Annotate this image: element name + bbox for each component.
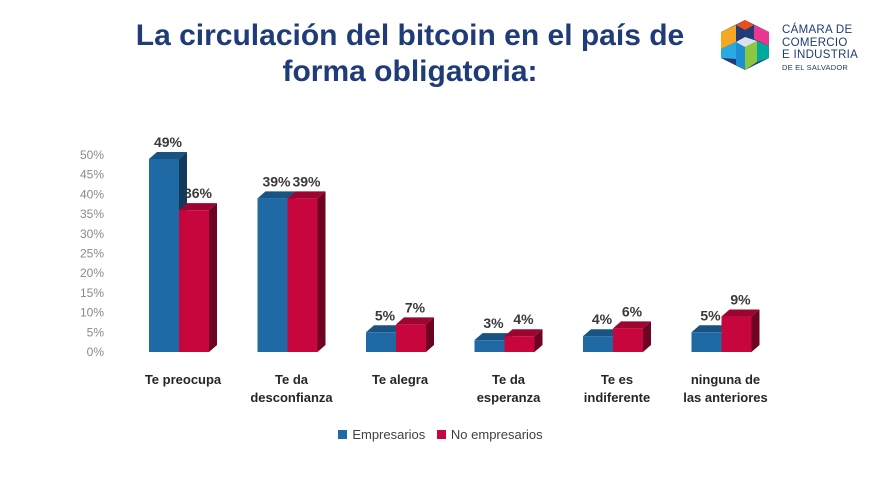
logo-text-line-4: DE EL SALVADOR bbox=[782, 62, 849, 72]
data-label-empresarios-te-da-esperanza: 3% bbox=[483, 315, 504, 331]
bar-empresarios-te-da-esperanza bbox=[474, 340, 505, 352]
legend-item-no-empresarios: No empresarios bbox=[436, 427, 543, 442]
chart-legend: Empresarios No empresarios bbox=[0, 427, 881, 442]
bar-side-no-empresarios-te-da-esperanza bbox=[534, 329, 543, 352]
bar-side-no-empresarios-te-da-desconfianza bbox=[317, 191, 326, 352]
logo-text-line-2: COMERCIO bbox=[782, 36, 848, 49]
x-tick-label: desconfianza bbox=[250, 390, 333, 405]
bar-no-empresarios-ninguna-de-las-anteriores bbox=[721, 316, 752, 352]
bar-top-empresarios-ninguna-de-las-anteriores bbox=[691, 325, 730, 333]
bar-empresarios-te-da-desconfianza bbox=[257, 198, 288, 352]
data-label-no-empresarios-te-preocupa: 36% bbox=[184, 185, 213, 201]
data-label-empresarios-te-da-desconfianza: 39% bbox=[262, 173, 291, 189]
legend-label-empresarios: Empresarios bbox=[352, 427, 426, 442]
data-label-empresarios-te-alegra: 5% bbox=[375, 307, 396, 323]
x-tick-label: indiferente bbox=[584, 390, 650, 405]
y-tick-label: 0% bbox=[87, 345, 105, 359]
y-tick-label: 10% bbox=[80, 306, 104, 320]
x-tick-label: ninguna de bbox=[691, 372, 760, 387]
bar-top-no-empresarios-te-preocupa bbox=[179, 203, 217, 211]
bar-empresarios-te-preocupa bbox=[149, 158, 179, 352]
bar-no-empresarios-te-preocupa bbox=[179, 210, 209, 352]
bar-top-no-empresarios-te-alegra bbox=[396, 317, 434, 325]
bar-empresarios-te-alegra bbox=[366, 332, 396, 352]
data-label-no-empresarios-te-da-esperanza: 4% bbox=[513, 311, 534, 327]
x-tick-label: Te da bbox=[492, 372, 526, 387]
bar-top-empresarios-te-da-desconfianza bbox=[257, 191, 296, 199]
data-label-empresarios-te-es-indiferente: 4% bbox=[592, 311, 613, 327]
title-line-1: La circulación del bitcoin en el país de bbox=[135, 19, 685, 52]
y-tick-label: 30% bbox=[80, 227, 104, 241]
data-label-empresarios-te-preocupa: 49% bbox=[154, 134, 183, 150]
bar-no-empresarios-te-es-indiferente bbox=[613, 328, 643, 352]
y-tick-label: 20% bbox=[80, 266, 104, 280]
y-tick-label: 25% bbox=[80, 247, 104, 261]
chart-title: La circulación del bitcoin en el país de… bbox=[100, 18, 720, 90]
bar-no-empresarios-te-da-desconfianza bbox=[287, 198, 318, 352]
logo-text: CÁMARA DE COMERCIO E INDUSTRIA DE EL SAL… bbox=[782, 24, 858, 73]
bar-no-empresarios-te-da-esperanza bbox=[504, 336, 535, 352]
x-tick-label: las anteriores bbox=[683, 390, 768, 405]
bar-empresarios-ninguna-de-las-anteriores bbox=[691, 332, 722, 352]
bar-side-no-empresarios-te-es-indiferente bbox=[643, 321, 651, 352]
bar-top-no-empresarios-te-da-desconfianza bbox=[287, 191, 326, 199]
y-tick-label: 45% bbox=[80, 168, 104, 182]
bar-top-no-empresarios-ninguna-de-las-anteriores bbox=[721, 309, 760, 317]
legend-swatch-empresarios bbox=[338, 430, 348, 439]
y-tick-label: 40% bbox=[80, 187, 104, 201]
legend-label-no-empresarios: No empresarios bbox=[450, 427, 543, 442]
bar-top-empresarios-te-preocupa bbox=[149, 151, 187, 159]
data-label-empresarios-ninguna-de-las-anteriores: 5% bbox=[700, 307, 721, 323]
legend-item-empresarios: Empresarios bbox=[338, 427, 425, 442]
bar-side-no-empresarios-ninguna-de-las-anteriores bbox=[751, 309, 760, 352]
bar-side-no-empresarios-te-alegra bbox=[426, 317, 434, 352]
bar-top-no-empresarios-te-da-esperanza bbox=[504, 329, 543, 337]
bar-top-empresarios-te-es-indiferente bbox=[583, 329, 621, 337]
x-tick-label: Te es bbox=[601, 372, 633, 387]
data-label-no-empresarios-te-es-indiferente: 6% bbox=[622, 303, 643, 319]
y-tick-label: 35% bbox=[80, 207, 104, 221]
data-label-no-empresarios-ninguna-de-las-anteriores: 9% bbox=[730, 292, 751, 308]
bar-no-empresarios-te-alegra bbox=[396, 324, 426, 352]
data-label-no-empresarios-te-alegra: 7% bbox=[405, 299, 426, 315]
bar-top-empresarios-te-da-esperanza bbox=[474, 333, 513, 341]
logo-cube-icon bbox=[721, 20, 769, 70]
chamber-logo: CÁMARA DE COMERCIO E INDUSTRIA DE EL SAL… bbox=[714, 18, 874, 88]
logo-text-line-1: CÁMARA DE bbox=[782, 24, 853, 36]
x-tick-label: Te alegra bbox=[372, 372, 429, 387]
y-tick-label: 5% bbox=[87, 325, 105, 339]
x-tick-label: Te preocupa bbox=[145, 372, 222, 387]
bar-top-empresarios-te-alegra bbox=[366, 325, 404, 333]
x-tick-label: Te da bbox=[275, 372, 309, 387]
bar-empresarios-te-es-indiferente bbox=[583, 336, 613, 352]
y-tick-label: 50% bbox=[80, 148, 104, 162]
x-tick-label: esperanza bbox=[477, 390, 541, 405]
logo-text-line-3: E INDUSTRIA bbox=[782, 49, 859, 61]
title-line-2: forma obligatoria: bbox=[282, 55, 538, 88]
data-label-no-empresarios-te-da-desconfianza: 39% bbox=[292, 173, 321, 189]
legend-swatch-no-empresarios bbox=[436, 430, 446, 439]
y-tick-label: 15% bbox=[80, 286, 104, 300]
bar-side-no-empresarios-te-preocupa bbox=[209, 203, 217, 352]
bar-top-no-empresarios-te-es-indiferente bbox=[613, 321, 651, 329]
